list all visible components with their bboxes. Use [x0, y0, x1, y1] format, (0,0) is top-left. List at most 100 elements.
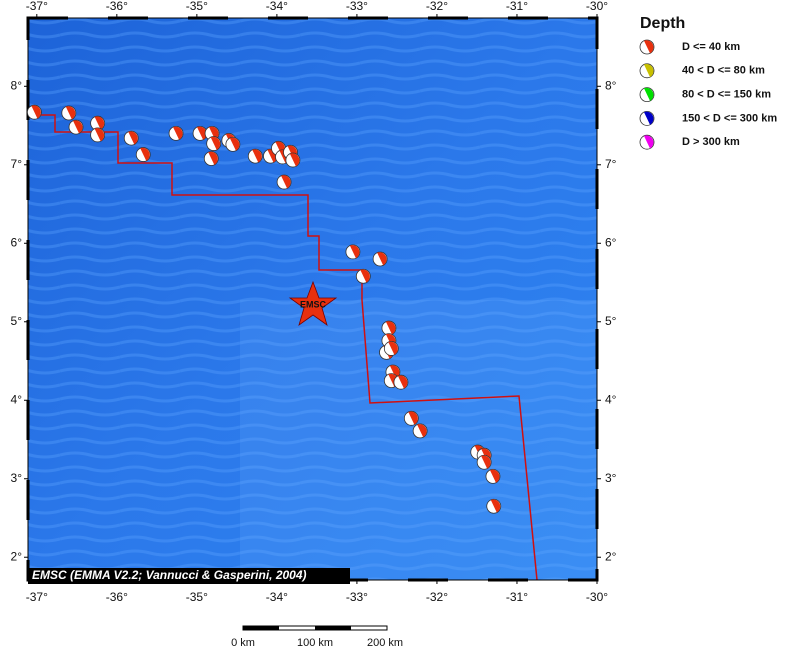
earthquake	[486, 498, 502, 514]
earthquake	[372, 251, 388, 267]
lon-label: -32°	[426, 0, 448, 13]
credit: EMSC (EMMA V2.2; Vannucci & Gasperini, 2…	[32, 568, 307, 582]
ball-quadrant	[644, 87, 654, 101]
ball-quadrant	[349, 245, 360, 259]
lon-label: -30°	[586, 590, 608, 604]
lat-label: 3°	[605, 471, 617, 485]
earthquake	[285, 152, 301, 168]
legend-symbol	[639, 87, 655, 102]
earthquake	[393, 374, 409, 390]
lat-label: 5°	[11, 314, 23, 328]
legend-label: 40 < D <= 80 km	[682, 65, 765, 77]
earthquake	[476, 454, 492, 470]
lon-label: -32°	[426, 590, 448, 604]
emsc-star	[288, 280, 338, 326]
lon-label: -35°	[186, 590, 208, 604]
ball-quadrant	[644, 111, 654, 125]
ball-quadrant	[197, 126, 207, 140]
scale-label: 200 km	[367, 637, 403, 648]
earthquake	[383, 341, 399, 356]
legend-label: D <= 40 km	[682, 41, 740, 53]
ball-quadrant	[490, 499, 501, 513]
lat-label: 4°	[11, 392, 23, 406]
lat-label: 8°	[605, 78, 617, 92]
lon-label: -34°	[266, 0, 288, 13]
lon-label: -31°	[506, 0, 528, 13]
ball-quadrant	[289, 153, 300, 167]
ball-quadrant	[209, 126, 219, 140]
ball-quadrant	[229, 137, 240, 151]
earthquake	[276, 174, 292, 190]
legend-symbol	[639, 63, 655, 79]
ball-quadrant	[397, 375, 408, 389]
earthquake	[203, 151, 219, 166]
ball-quadrant	[389, 365, 400, 379]
lat-label: 7°	[11, 157, 23, 171]
lat-label: 6°	[11, 235, 23, 249]
ball-quadrant	[388, 341, 398, 355]
ball-quadrant	[128, 131, 138, 145]
lat-label: 3°	[11, 471, 23, 485]
ball-quadrant	[173, 126, 183, 140]
ball-quadrant	[644, 135, 654, 149]
legend-symbol	[639, 134, 655, 150]
lat-label: 8°	[11, 78, 23, 92]
legend-label: 150 < D <= 300 km	[682, 112, 777, 124]
ball-quadrant	[94, 116, 105, 130]
ball-quadrant	[31, 105, 41, 119]
ball-quadrant	[644, 40, 654, 54]
earthquake	[403, 410, 419, 426]
earthquake	[381, 320, 397, 336]
ball-quadrant	[417, 424, 427, 438]
ball-quadrant	[360, 269, 370, 283]
ball-quadrant	[140, 147, 150, 161]
plate-boundary	[28, 114, 538, 580]
lon-label: -36°	[106, 590, 128, 604]
lat-label: 2°	[605, 549, 617, 563]
star-label: EMSC	[300, 299, 327, 309]
earthquake	[355, 268, 371, 284]
ball-quadrant	[208, 151, 218, 165]
credit-box	[28, 568, 350, 584]
earthquake	[225, 136, 241, 152]
earthquake	[68, 119, 84, 135]
lon-label: -34°	[266, 590, 288, 604]
ball-quadrant	[281, 175, 291, 189]
ball-quadrant	[377, 252, 387, 266]
lat-label: 4°	[605, 392, 617, 406]
earthquake	[206, 136, 222, 151]
ball-quadrant	[385, 321, 396, 335]
lon-label: -31°	[506, 590, 528, 604]
legend-symbol	[639, 39, 655, 55]
earthquake	[123, 130, 139, 146]
ball-quadrant	[489, 469, 500, 483]
earthquake	[90, 115, 106, 131]
lat-label: 7°	[605, 157, 617, 171]
earthquake	[27, 104, 42, 120]
lon-label: -36°	[106, 0, 128, 13]
ball-quadrant	[94, 128, 105, 142]
earthquake	[485, 468, 501, 484]
earthquake	[247, 148, 263, 164]
scale-label: 0 km	[231, 637, 255, 648]
ball-quadrant	[73, 120, 83, 134]
legend-title: Depth	[640, 15, 685, 32]
legend-label: 80 < D <= 150 km	[682, 89, 771, 101]
lon-label: -33°	[346, 590, 368, 604]
earthquake	[90, 127, 106, 143]
lon-label: -37°	[26, 0, 48, 13]
scale-label: 100 km	[297, 637, 333, 648]
scale-bar	[242, 625, 388, 631]
lon-label: -35°	[186, 0, 208, 13]
earthquake	[412, 423, 428, 439]
earthquake	[61, 105, 77, 121]
earthquake	[135, 147, 151, 162]
legend-symbol	[639, 111, 655, 126]
ball-quadrant	[644, 64, 654, 78]
ball-quadrant	[65, 106, 76, 120]
lat-label: 2°	[11, 549, 23, 563]
ball-quadrant	[252, 149, 262, 163]
earthquake	[168, 125, 184, 141]
lon-label: -33°	[346, 0, 368, 13]
